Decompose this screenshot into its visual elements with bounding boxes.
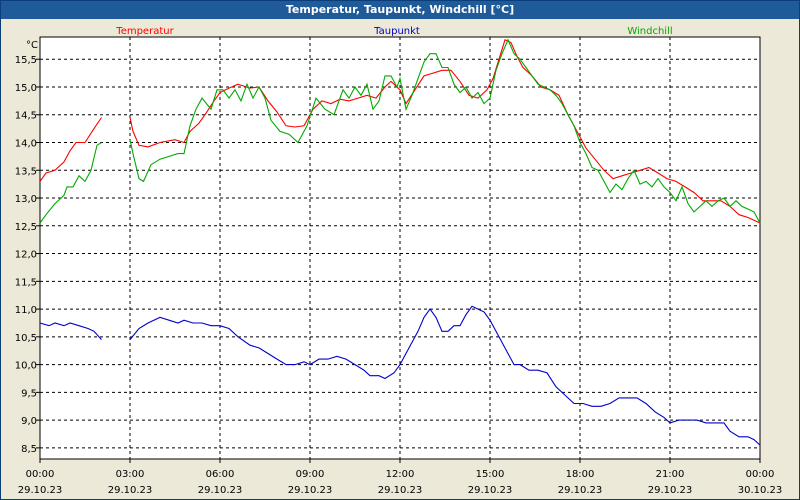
y-tick-label: 15,0 (15, 83, 37, 94)
y-tick-label: 10,5 (15, 333, 37, 344)
legend: Temperatur Taupunkt Windchill (115, 26, 672, 37)
y-tick-label: 9,5 (21, 388, 37, 399)
x-tick-time: 12:00 (386, 469, 415, 480)
x-tick-date: 29.10.23 (468, 485, 513, 496)
x-axis: 00:00 29.10.23 03:00 29.10.23 06:00 29.10.23 0… (18, 459, 783, 496)
x-tick-time: 06:00 (206, 469, 235, 480)
y-axis: 8,5 9,0 9,5 10,0 10,5 11,0 11,5 12,0 12,5 13,0 13,… (15, 55, 40, 455)
y-tick-label: 12,5 (15, 222, 37, 233)
legend-temperatur: Temperatur (115, 26, 174, 37)
y-tick-label: 15,5 (15, 55, 37, 66)
y-tick-label: 13,0 (15, 194, 37, 205)
x-tick-time: 18:00 (566, 469, 595, 480)
y-tick-label: 11,5 (15, 277, 37, 288)
y-tick-label: 9,0 (21, 416, 37, 427)
x-tick-date: 29.10.23 (18, 485, 63, 496)
x-tick-time: 09:00 (296, 469, 325, 480)
y-unit-label: °C (26, 40, 38, 51)
y-tick-label: 10,0 (15, 361, 37, 372)
x-tick-time: 21:00 (656, 469, 685, 480)
x-tick-date: 29.10.23 (288, 485, 333, 496)
x-tick-date: 29.10.23 (198, 485, 243, 496)
x-tick-time: 00:00 (26, 469, 55, 480)
x-tick-date: 29.10.23 (648, 485, 693, 496)
x-tick-time: 00:00 (746, 469, 775, 480)
x-tick-time: 03:00 (116, 469, 145, 480)
y-tick-label: 14,0 (15, 139, 37, 150)
series-line-temperatur (129, 39, 761, 224)
x-tick-time: 15:00 (476, 469, 505, 480)
legend-taupunkt: Taupunkt (373, 26, 420, 37)
x-tick-date: 29.10.23 (108, 485, 153, 496)
series-line-temperatur (39, 117, 102, 182)
x-tick-date: 30.10.23 (738, 485, 783, 496)
series-line-windchill (39, 142, 102, 224)
series-lines (39, 38, 761, 446)
y-tick-label: 13,5 (15, 166, 37, 177)
series-line-windchill (129, 38, 761, 224)
y-tick-label: 11,0 (15, 305, 37, 316)
x-tick-date: 29.10.23 (558, 485, 603, 496)
window-title: Temperatur, Taupunkt, Windchill [°C] (1, 1, 799, 19)
series-line-taupunkt (129, 305, 761, 446)
y-tick-label: 14,5 (15, 111, 37, 122)
legend-windchill: Windchill (627, 26, 672, 37)
y-tick-label: 12,0 (15, 250, 37, 261)
series-line-taupunkt (39, 322, 102, 340)
y-tick-label: 8,5 (21, 444, 37, 455)
x-tick-date: 29.10.23 (378, 485, 423, 496)
